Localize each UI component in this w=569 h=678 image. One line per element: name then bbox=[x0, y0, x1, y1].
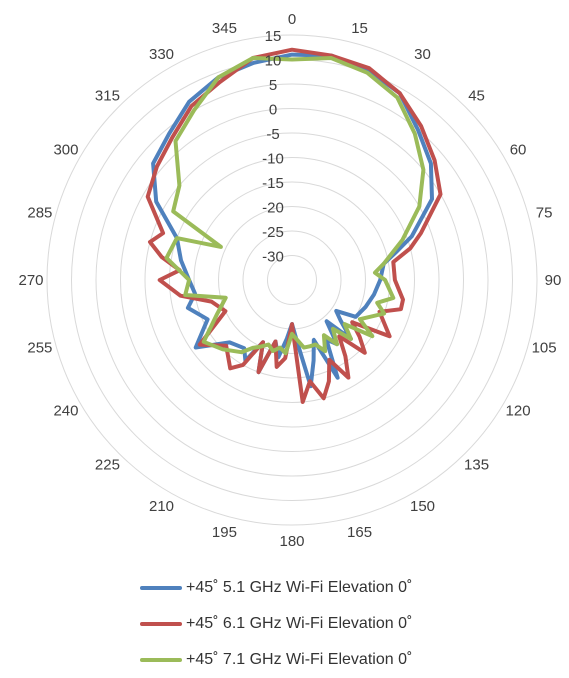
radial-tick-label: -30 bbox=[262, 249, 284, 266]
angle-tick-label: 15 bbox=[351, 20, 368, 37]
angle-tick-label: 90 bbox=[545, 272, 562, 289]
grid-circle bbox=[120, 108, 464, 452]
series-line-1 bbox=[145, 47, 443, 404]
legend-label-7-1ghz: +45˚ 7.1 GHz Wi-Fi Elevation 0˚ bbox=[186, 651, 413, 668]
angle-tick-label: 105 bbox=[532, 340, 557, 357]
angle-tick-label: 135 bbox=[464, 457, 489, 474]
angle-tick-label: 150 bbox=[410, 498, 435, 515]
grid-circle bbox=[95, 83, 489, 477]
series-line-2 bbox=[164, 56, 426, 356]
legend-item-7-1ghz: +45˚ 7.1 GHz Wi-Fi Elevation 0˚ bbox=[140, 642, 412, 678]
angle-tick-label: 300 bbox=[53, 142, 78, 159]
radial-tick-label: -20 bbox=[262, 200, 284, 217]
legend-label-6-1ghz: +45˚ 6.1 GHz Wi-Fi Elevation 0˚ bbox=[186, 615, 413, 632]
grid-circle bbox=[169, 157, 415, 403]
legend-swatch-7-1ghz bbox=[140, 658, 182, 662]
legend-swatch-6-1ghz bbox=[140, 622, 182, 626]
radial-tick-label: -25 bbox=[262, 224, 284, 241]
angle-tick-label: 240 bbox=[53, 403, 78, 420]
radial-tick-label: 10 bbox=[265, 53, 282, 70]
grid-circle bbox=[71, 59, 513, 501]
legend-swatch-5-1ghz bbox=[140, 586, 182, 590]
angle-tick-label: 60 bbox=[510, 142, 527, 159]
legend-item-5-1ghz: +45˚ 5.1 GHz Wi-Fi Elevation 0˚ bbox=[140, 570, 412, 606]
angle-tick-label: 345 bbox=[212, 20, 237, 37]
legend-item-6-1ghz: +45˚ 6.1 GHz Wi-Fi Elevation 0˚ bbox=[140, 606, 412, 642]
angle-tick-label: 45 bbox=[468, 87, 485, 104]
polar-grid bbox=[46, 34, 538, 526]
grid-circle bbox=[193, 181, 391, 379]
radial-tick-labels: 15 10 5 0 -5 -10 -15 -20 -25 -30 bbox=[262, 28, 284, 266]
radial-tick-label: -10 bbox=[262, 151, 284, 168]
angle-tick-label: 255 bbox=[27, 340, 52, 357]
series-line-0 bbox=[151, 52, 434, 389]
grid-circle bbox=[218, 206, 366, 354]
angle-tick-label: 330 bbox=[149, 46, 174, 63]
angle-tick-label: 315 bbox=[95, 87, 120, 104]
angle-tick-label: 180 bbox=[279, 533, 304, 550]
grid-circle bbox=[267, 255, 317, 305]
angle-tick-label: 195 bbox=[212, 524, 237, 541]
radial-tick-label: 5 bbox=[269, 77, 277, 94]
angle-tick-label: 270 bbox=[18, 272, 43, 289]
series-layer bbox=[145, 47, 443, 404]
legend-label-5-1ghz: +45˚ 5.1 GHz Wi-Fi Elevation 0˚ bbox=[186, 579, 413, 596]
angle-tick-label: 120 bbox=[506, 403, 531, 420]
radial-tick-label: 15 bbox=[265, 28, 282, 45]
angle-tick-label: 30 bbox=[414, 46, 431, 63]
grid-circle bbox=[242, 230, 342, 330]
angle-tick-label: 285 bbox=[27, 204, 52, 221]
radial-tick-label: 0 bbox=[269, 102, 277, 119]
angle-tick-label: 225 bbox=[95, 457, 120, 474]
legend: +45˚ 5.1 GHz Wi-Fi Elevation 0˚ +45˚ 6.1… bbox=[140, 570, 412, 678]
radial-tick-label: -15 bbox=[262, 175, 284, 192]
grid-circle bbox=[144, 132, 440, 428]
angle-tick-label: 165 bbox=[347, 524, 372, 541]
grid-circle bbox=[46, 34, 538, 526]
radial-tick-label: -5 bbox=[266, 126, 279, 143]
angle-tick-label: 210 bbox=[149, 498, 174, 515]
polar-chart: 15 10 5 0 -5 -10 -15 -20 -25 -30 0 15 30 45 60 75 90 105… bbox=[18, 11, 561, 550]
angle-tick-label: 75 bbox=[536, 204, 553, 221]
angle-tick-labels: 0153045607590105120135150165180195210225… bbox=[18, 11, 561, 550]
angle-tick-label: 0 bbox=[288, 11, 296, 28]
